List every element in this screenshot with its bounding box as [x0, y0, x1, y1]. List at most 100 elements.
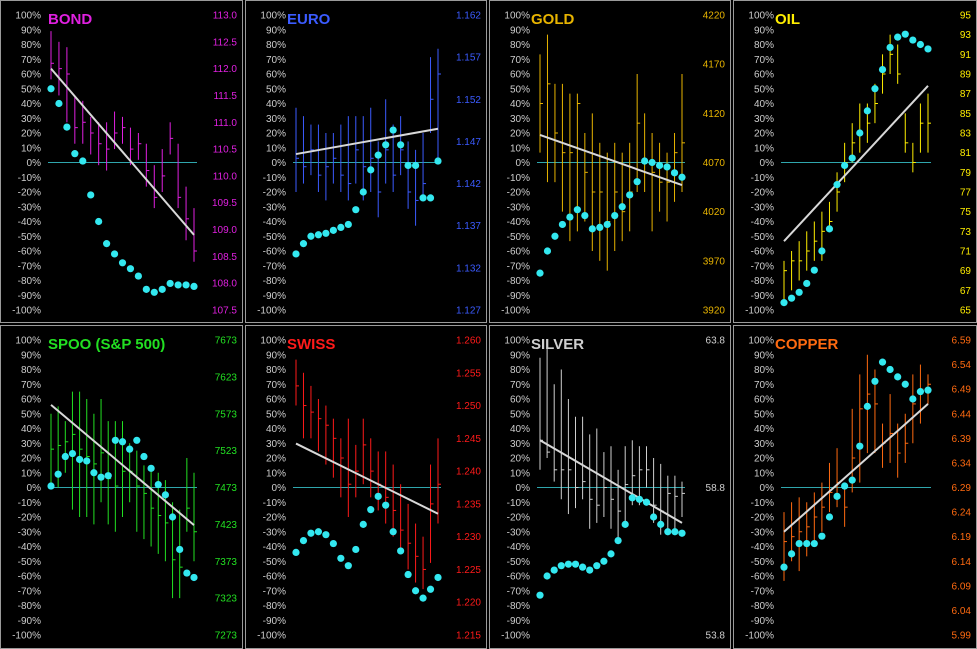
oscillator-dot — [924, 386, 932, 394]
left-tick-label: -60% — [507, 247, 530, 258]
oscillator-dot — [367, 506, 375, 514]
left-tick-label: -10% — [751, 173, 774, 184]
left-tick-label: 20% — [266, 454, 286, 465]
chart-title: COPPER — [775, 336, 839, 353]
oscillator-dot — [878, 65, 887, 74]
left-tick-label: 10% — [510, 468, 530, 479]
oscillator-dot — [593, 562, 601, 570]
oscillator-dot — [641, 157, 649, 165]
oscillator-dot — [678, 529, 686, 537]
oscillator-dot — [71, 150, 79, 158]
right-tick-label: 1.127 — [456, 306, 481, 317]
left-tick-label: 80% — [21, 40, 41, 51]
chart-panel-silver: 100% 90% 80% 70% 60% 50% 40% 30% 20% 10% 0% -10% -20… — [489, 325, 731, 649]
left-tick-label: -40% — [263, 217, 286, 228]
left-tick-label: -60% — [18, 572, 41, 583]
oscillator-dot — [550, 566, 558, 574]
oscillator-dot — [404, 161, 412, 170]
oscillator-dot — [848, 154, 856, 162]
oscillator-dot — [314, 528, 323, 536]
oscillator-dot — [359, 520, 367, 528]
right-tick-label: 1.152 — [456, 95, 481, 106]
right-tick-label: 1.132 — [456, 263, 481, 274]
right-tick-label: 113.0 — [213, 11, 238, 22]
left-tick-label: -30% — [263, 527, 286, 538]
left-tick-label: 30% — [21, 439, 41, 450]
right-tick-label: 3920 — [703, 306, 726, 317]
left-tick-label: 0% — [516, 483, 531, 494]
left-tick-label: 60% — [510, 70, 530, 81]
oscillator-dot — [536, 269, 544, 277]
right-tick-label: 4020 — [703, 207, 726, 218]
left-tick-label: 30% — [754, 114, 774, 125]
left-tick-label: 100% — [504, 11, 530, 22]
oscillator-dot — [657, 520, 665, 528]
oscillator-dot — [190, 573, 198, 582]
left-tick-label: -40% — [263, 542, 286, 553]
left-tick-label: 50% — [510, 409, 530, 420]
left-tick-label: 30% — [266, 114, 286, 125]
panel-border — [733, 0, 977, 323]
oscillator-dot — [359, 188, 367, 196]
right-tick-label: 1.240 — [456, 467, 481, 478]
oscillator-dot — [411, 161, 420, 170]
oscillator-dot — [158, 285, 166, 293]
oscillator-dot — [103, 240, 111, 248]
trend-line — [295, 442, 439, 515]
oscillator-dot — [397, 141, 405, 149]
left-tick-label: -10% — [263, 173, 286, 184]
left-tick-label: 30% — [266, 439, 286, 450]
oscillator-dot — [871, 85, 879, 93]
oscillator-dot — [671, 528, 679, 536]
oscillator-dot — [635, 495, 643, 503]
oscillator-dot — [825, 225, 834, 233]
left-tick-label: -70% — [507, 261, 530, 272]
right-tick-label: 7673 — [215, 336, 238, 347]
left-tick-label: 60% — [21, 70, 41, 81]
left-tick-label: -20% — [507, 513, 530, 524]
oscillator-dot — [642, 498, 651, 506]
right-tick-label: 58.8 — [706, 483, 726, 494]
oscillator-dot — [871, 377, 879, 385]
right-tick-label: 95 — [960, 11, 972, 22]
oscillator-dot — [901, 380, 909, 388]
oscillator-dot — [543, 247, 552, 255]
left-tick-label: -50% — [507, 557, 530, 568]
right-tick-label: 63.8 — [706, 336, 726, 347]
left-tick-label: -60% — [18, 247, 41, 258]
oscillator-dot — [633, 178, 641, 186]
left-tick-label: -100% — [12, 306, 41, 317]
left-tick-label: 70% — [21, 380, 41, 391]
oscillator-dot — [650, 513, 658, 521]
left-tick-label: 100% — [748, 11, 774, 22]
oscillator-dot — [611, 212, 619, 220]
oscillator-dot — [154, 480, 162, 489]
left-tick-label: 20% — [510, 454, 530, 465]
left-tick-label: -70% — [751, 586, 774, 597]
oscillator-dot — [434, 573, 442, 582]
left-tick-label: 0% — [516, 158, 531, 169]
chart-title: SWISS — [287, 336, 335, 353]
left-tick-label: 0% — [272, 158, 287, 169]
chart-panel-oil: 100% 90% 80% 70% 60% 50% 40% 30% 20% 10% 0% -10% -20… — [733, 0, 977, 323]
right-tick-label: 73 — [960, 227, 972, 238]
right-tick-label: 112.0 — [213, 64, 238, 75]
left-tick-label: -40% — [18, 542, 41, 553]
oscillator-dot — [678, 173, 686, 181]
oscillator-dot — [382, 141, 390, 149]
left-tick-label: 70% — [754, 55, 774, 66]
trend-line — [539, 134, 683, 187]
oscillator-dot — [168, 513, 177, 521]
right-tick-label: 81 — [960, 148, 972, 159]
left-tick-label: 70% — [510, 380, 530, 391]
oscillator-dot — [47, 85, 55, 93]
left-tick-label: 70% — [510, 55, 530, 66]
oscillator-dot — [329, 539, 337, 548]
left-tick-label: 10% — [754, 143, 774, 154]
oscillator-dot — [133, 436, 141, 444]
left-tick-label: -30% — [751, 527, 774, 538]
left-tick-label: 60% — [21, 395, 41, 406]
left-tick-label: -90% — [751, 291, 774, 302]
left-tick-label: 70% — [21, 55, 41, 66]
